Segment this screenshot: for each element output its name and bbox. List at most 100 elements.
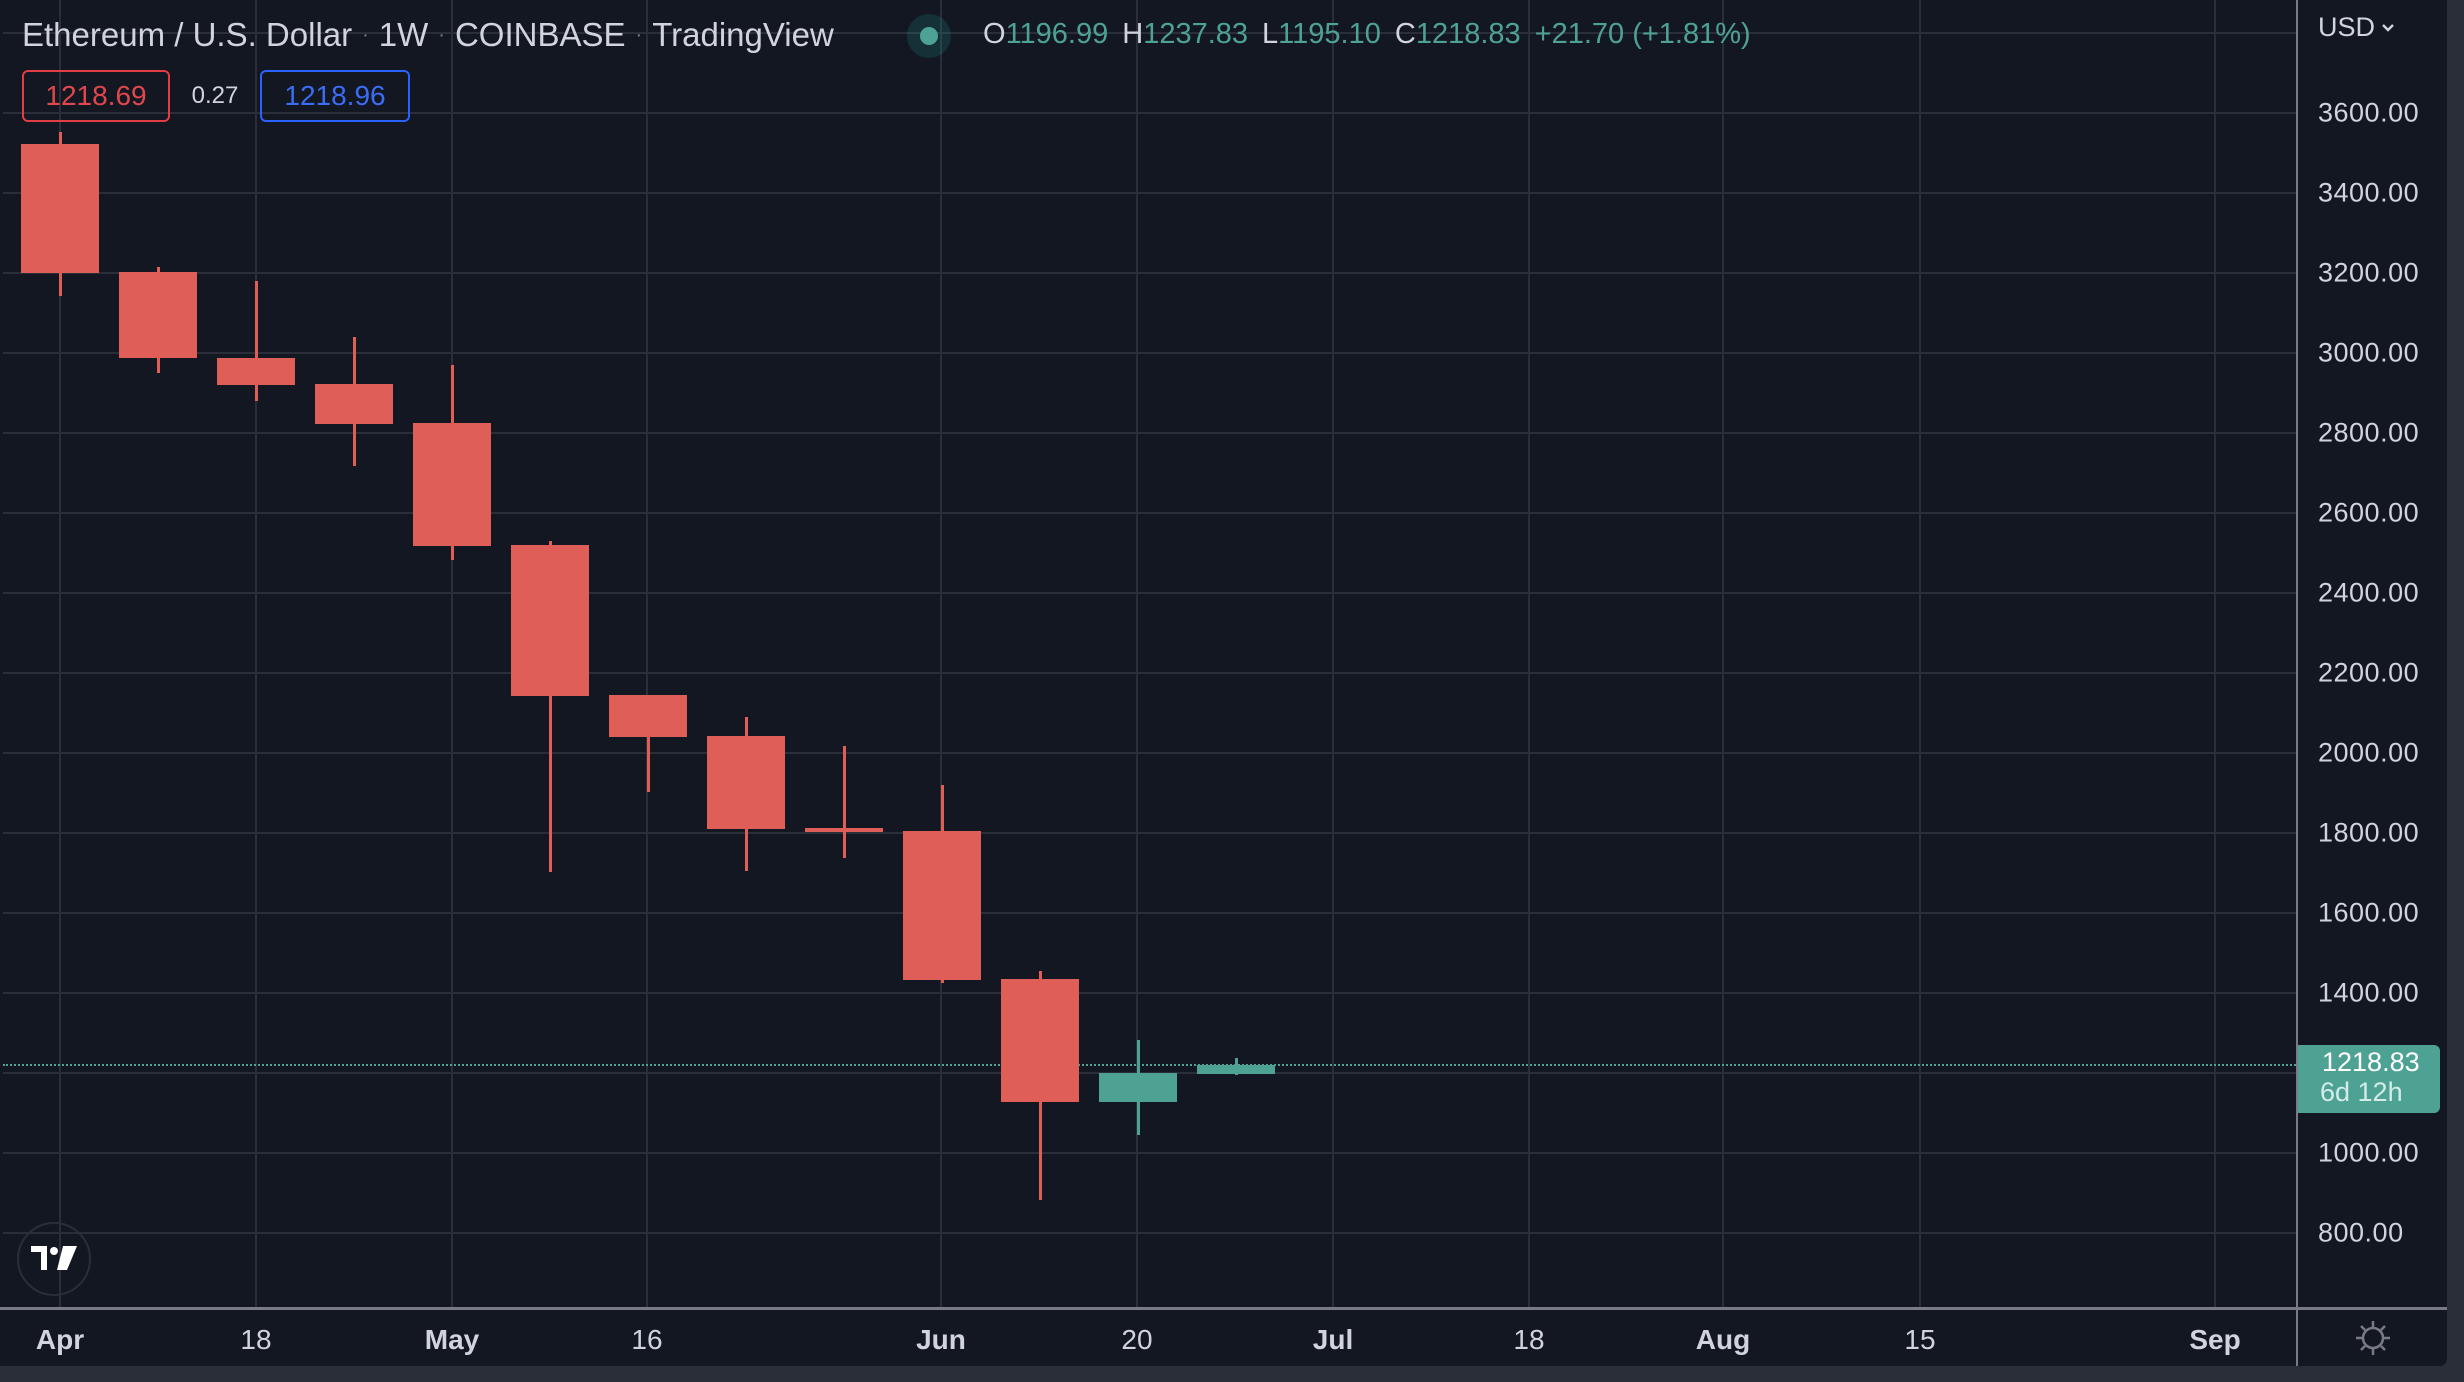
price-tick-label: 1600.00 [2318,897,2420,928]
horizontal-gridline [3,32,2296,34]
chevron-down-icon [2382,23,2394,32]
vertical-gridline [646,0,648,1307]
price-tick-label: 2000.00 [2318,737,2420,768]
close-value: 1218.83 [1415,18,1521,50]
close-label: C [1394,18,1416,50]
low-value: 1195.10 [1278,18,1381,50]
candle-body [805,828,883,833]
vertical-gridline [255,0,257,1307]
horizontal-gridline [3,992,2296,994]
vertical-gridline [2214,0,2216,1307]
ohlc-values: O 1196.99 H 1237.83 L 1195.10 C 1218.83 +21.… [983,18,1751,51]
candle-body [119,272,197,359]
candle-wick [842,746,846,859]
price-tick-label: 3400.00 [2318,177,2420,208]
symbol-legend[interactable]: Ethereum / U.S. Dollar · 1W · COINBASE ·… [22,14,834,56]
separator: · [438,23,445,46]
last-price-value: 1218.83 [2322,1047,2420,1077]
separator: · [635,23,643,46]
chart-settings-button[interactable] [2296,1307,2447,1366]
price-tick-label: 1400.00 [2318,977,2420,1008]
vertical-gridline [1136,0,1138,1307]
horizontal-gridline [3,272,2296,274]
horizontal-gridline [3,512,2296,514]
spread-value: 0.27 [191,82,239,109]
horizontal-gridline [3,352,2296,354]
settings-sun-icon [2356,1321,2390,1355]
time-tick-label: 16 [631,1324,663,1355]
candle-body [1099,1073,1177,1103]
candle-body [609,695,687,737]
price-tick-label: 3600.00 [2318,97,2420,128]
horizontal-gridline [3,1232,2296,1234]
time-tick-label: Sep [2189,1324,2241,1355]
last-price-line [3,1064,2296,1067]
price-tick-label: 3000.00 [2318,337,2420,368]
interval[interactable]: 1W [378,16,429,53]
high-label: H [1122,18,1144,50]
candle-wick [646,695,650,793]
price-tick-label: 2400.00 [2318,577,2420,608]
time-tick-label: 15 [1904,1324,1936,1355]
price-tick-label: 800.00 [2318,1217,2404,1248]
horizontal-gridline [3,1152,2296,1154]
candle-body [903,831,981,981]
price-tick-label: 2600.00 [2318,497,2420,528]
time-axis[interactable]: Apr 18 May 16 Jun 20 Jul 18 Aug 15 Sep [0,1307,2296,1366]
candle-body [413,423,491,547]
vertical-gridline [1722,0,1724,1307]
currency-label: USD [2318,12,2376,42]
low-label: L [1262,18,1279,50]
vertical-gridline [1919,0,1921,1307]
candle-body [707,736,785,829]
candle-body [315,384,393,425]
time-tick-label: May [424,1324,480,1355]
time-tick-label: Apr [35,1324,85,1355]
price-axis[interactable]: USD 3600.00 3400.00 3200.00 3000.00 2800.00 2… [2296,0,2447,1307]
high-value: 1237.83 [1143,18,1249,50]
horizontal-gridline [3,672,2296,674]
time-tick-label: 20 [1121,1324,1153,1355]
open-label: O [983,18,1006,50]
time-tick-label: Aug [1695,1324,1751,1355]
candle-wick [254,281,258,401]
vertical-gridline [451,0,453,1307]
tradingview-logo-glyph [31,1246,77,1270]
candle-wick [548,541,552,873]
tradingview-logo-icon[interactable] [17,1222,91,1296]
vertical-gridline [1528,0,1530,1307]
price-tick-label: 1000.00 [2318,1137,2420,1168]
time-tick-label: Jul [1312,1324,1354,1355]
horizontal-gridline [3,112,2296,114]
horizontal-gridline [3,832,2296,834]
chart-pane[interactable] [3,0,2296,1307]
candle-body [511,545,589,697]
time-tick-label: 18 [1513,1324,1545,1355]
price-tick-label: 2200.00 [2318,657,2420,688]
candle-body [21,144,99,273]
time-tick-label: Jun [916,1324,966,1355]
market-status-icon[interactable] [907,14,951,58]
sell-button[interactable]: 1218.69 [22,70,170,122]
source: TradingView [652,16,834,53]
candle-body [1001,979,1079,1103]
price-tick-label: 3200.00 [2318,257,2420,288]
time-tick-label: 18 [240,1324,272,1355]
change-value: +21.70 (+1.81%) [1534,18,1751,50]
currency-dropdown[interactable]: USD [2318,12,2395,43]
candle-body [1197,1065,1275,1075]
vertical-gridline [940,0,942,1307]
horizontal-gridline [3,192,2296,194]
symbol-name[interactable]: Ethereum / U.S. Dollar [22,16,353,53]
horizontal-gridline [3,592,2296,594]
bar-countdown: 6d 12h [2320,1077,2403,1107]
open-value: 1196.99 [1005,18,1109,50]
price-tick-label: 1800.00 [2318,817,2420,848]
last-price-tag: 1218.83 6d 12h [2298,1045,2440,1113]
buy-button[interactable]: 1218.96 [260,70,410,122]
vertical-gridline [1332,0,1334,1307]
trade-buttons: 1218.69 0.27 1218.96 [22,70,410,122]
horizontal-gridline [3,432,2296,434]
vertical-gridline [59,0,61,1307]
